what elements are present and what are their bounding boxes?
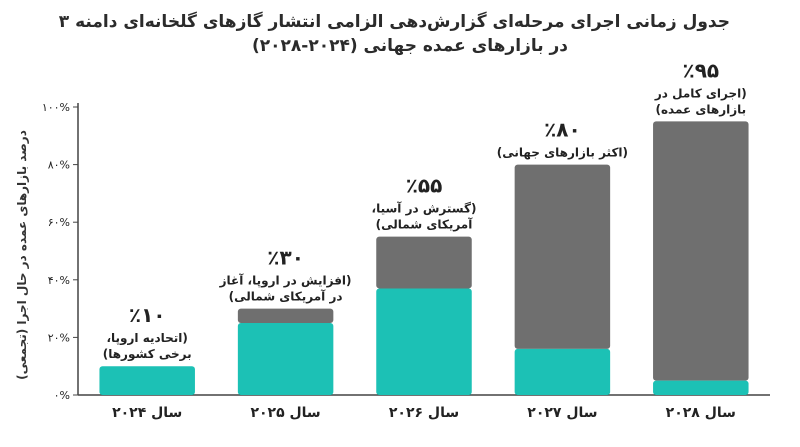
bar-value-label: ٪۹۵ — [682, 58, 719, 82]
y-tick-label: ۱۰۰% — [42, 101, 70, 114]
bar-annotation: (افزایش در اروپا، آغاز — [219, 273, 352, 289]
x-tick-label: سال ۲۰۲۶ — [389, 405, 459, 421]
x-tick-label: سال ۲۰۲۷ — [527, 405, 597, 421]
bar-prior-segment — [514, 164, 611, 349]
bar-value-label: ٪۱۰ — [129, 303, 166, 327]
bar-prior-segment — [653, 121, 749, 381]
bar-annotation: برخی کشورها) — [103, 347, 192, 362]
y-tick-label: ۸۰% — [48, 159, 70, 172]
bar-annotation: (اتحادیه اروپا، — [106, 331, 187, 346]
chart-title: جدول زمانی اجرای مرحله‌ای گزارش‌دهی الزا… — [58, 10, 730, 58]
y-tick-label: ۴۰% — [48, 274, 70, 287]
bar-value-label: ٪۸۰ — [544, 118, 581, 142]
x-tick-label: سال ۲۰۲۵ — [250, 405, 320, 421]
bar-prior-segment — [237, 308, 334, 323]
y-tick-label: ۲۰% — [48, 331, 70, 344]
bar-new-segment — [99, 366, 195, 395]
chart-title-line-1: جدول زمانی اجرای مرحله‌ای گزارش‌دهی الزا… — [58, 12, 730, 32]
bar-value-label: ٪۳۰ — [267, 246, 304, 270]
bar-annotation: بازارهای عمده) — [655, 102, 746, 116]
bar-annotation: (گسترش در آسیا، — [372, 201, 477, 216]
bar-annotation: (اجرای کامل در — [654, 86, 747, 100]
bar-new-segment — [237, 323, 334, 395]
y-tick-label: ۶۰% — [48, 216, 70, 229]
bar-new-segment — [653, 380, 749, 395]
chart-title-line-2: در بازارهای عمده جهانی (۲۰۲۴-۲۰۲۸) — [251, 36, 569, 56]
bar-new-segment — [514, 348, 611, 395]
bar-new-segment — [376, 288, 472, 395]
bar-prior-segment — [376, 236, 472, 289]
bar-value-label: ٪۵۵ — [406, 174, 443, 198]
bar-annotation: در آمریکای شمالی) — [229, 289, 343, 304]
x-tick-label: سال ۲۰۲۸ — [666, 405, 736, 421]
x-tick-label: سال ۲۰۲۴ — [112, 405, 182, 421]
bar-annotation: (اکثر بازارهای جهانی) — [497, 146, 628, 160]
y-tick-label: ۰% — [54, 389, 70, 402]
bar-annotation: آمریکای شمالی) — [376, 217, 474, 232]
